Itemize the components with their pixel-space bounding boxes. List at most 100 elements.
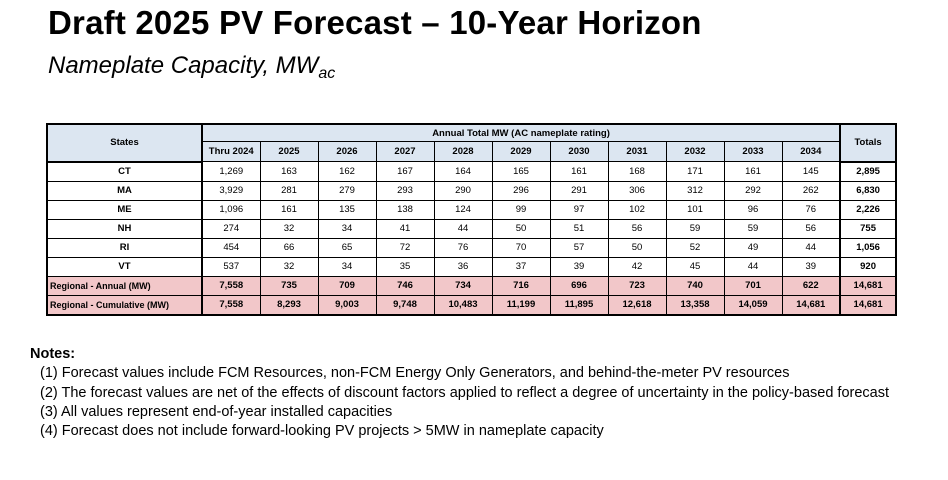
- notes-section: Notes: (1) Forecast values include FCM R…: [30, 345, 889, 441]
- pv-forecast-table: States Annual Total MW (AC nameplate rat…: [46, 123, 898, 316]
- value-cell: 161: [549, 161, 609, 182]
- value-cell: 124: [433, 199, 493, 220]
- states-header: States: [46, 123, 203, 163]
- row-label: VT: [46, 256, 203, 277]
- value-cell: 7,558: [201, 275, 261, 296]
- value-cell: 1,269: [201, 161, 261, 182]
- year-header: 2026: [317, 141, 377, 162]
- state-row: ME 1,096 161 135 138 124 99 97 102 101 96 76 2,226: [46, 199, 898, 220]
- value-cell: 291: [549, 180, 609, 201]
- value-cell: 740: [665, 275, 725, 296]
- value-cell: 52: [665, 237, 725, 258]
- value-cell: 11,199: [491, 294, 551, 316]
- value-cell: 35: [375, 256, 435, 277]
- value-cell: 32: [259, 218, 319, 239]
- subtitle-subscript: ac: [318, 65, 336, 82]
- annual-total-header: Annual Total MW (AC nameplate rating): [201, 123, 841, 142]
- value-cell: 164: [433, 161, 493, 182]
- value-cell: 34: [317, 256, 377, 277]
- year-header: 2032: [665, 141, 725, 162]
- value-cell: 293: [375, 180, 435, 201]
- value-cell: 57: [549, 237, 609, 258]
- subtitle-main: Nameplate Capacity, MW: [48, 52, 319, 79]
- value-cell: 34: [317, 218, 377, 239]
- value-cell: 138: [375, 199, 435, 220]
- value-cell: 32: [259, 256, 319, 277]
- value-cell: 51: [549, 218, 609, 239]
- note-item: (1) Forecast values include FCM Resource…: [40, 365, 790, 382]
- row-label: CT: [46, 161, 203, 182]
- value-cell: 161: [259, 199, 319, 220]
- value-cell: 281: [259, 180, 319, 201]
- year-header: 2034: [781, 141, 841, 162]
- note-item: (2) The forecast values are net of the e…: [40, 384, 890, 401]
- regional-cumulative-row: Regional - Cumulative (MW) 7,558 8,293 9,00…: [46, 294, 898, 316]
- value-cell: 135: [317, 199, 377, 220]
- value-cell: 290: [433, 180, 493, 201]
- value-cell: 165: [491, 161, 551, 182]
- value-cell: 622: [781, 275, 841, 296]
- value-cell: 11,895: [549, 294, 609, 316]
- value-cell: 9,748: [375, 294, 435, 316]
- value-cell: 44: [723, 256, 783, 277]
- value-cell: 50: [607, 237, 667, 258]
- value-cell: 734: [433, 275, 493, 296]
- value-cell: 99: [491, 199, 551, 220]
- value-cell: 274: [201, 218, 261, 239]
- value-cell: 56: [607, 218, 667, 239]
- year-header: 2025: [259, 141, 319, 162]
- year-header: 2029: [491, 141, 551, 162]
- value-cell: 44: [781, 237, 841, 258]
- value-cell: 13,358: [665, 294, 725, 316]
- value-cell: 262: [781, 180, 841, 201]
- total-cell: 14,681: [839, 294, 898, 316]
- value-cell: 9,003: [317, 294, 377, 316]
- year-header: 2030: [549, 141, 609, 162]
- value-cell: 161: [723, 161, 783, 182]
- value-cell: 701: [723, 275, 783, 296]
- value-cell: 168: [607, 161, 667, 182]
- row-label: MA: [46, 180, 203, 201]
- state-row: CT 1,269 163 162 167 164 165 161 168 171 161 145 2,8…: [46, 161, 898, 182]
- value-cell: 279: [317, 180, 377, 201]
- value-cell: 696: [549, 275, 609, 296]
- value-cell: 37: [491, 256, 551, 277]
- row-label: NH: [46, 218, 203, 239]
- row-label: Regional - Annual (MW): [46, 275, 203, 296]
- value-cell: 41: [375, 218, 435, 239]
- value-cell: 162: [317, 161, 377, 182]
- row-label: RI: [46, 237, 203, 258]
- value-cell: 10,483: [433, 294, 493, 316]
- total-cell: 755: [839, 218, 898, 239]
- value-cell: 101: [665, 199, 725, 220]
- value-cell: 72: [375, 237, 435, 258]
- value-cell: 723: [607, 275, 667, 296]
- value-cell: 12,618: [607, 294, 667, 316]
- value-cell: 746: [375, 275, 435, 296]
- total-cell: 2,226: [839, 199, 898, 220]
- page-title: Draft 2025 PV Forecast – 10-Year Horizon: [48, 4, 702, 41]
- value-cell: 49: [723, 237, 783, 258]
- total-cell: 920: [839, 256, 898, 277]
- total-cell: 1,056: [839, 237, 898, 258]
- value-cell: 59: [665, 218, 725, 239]
- value-cell: 171: [665, 161, 725, 182]
- value-cell: 8,293: [259, 294, 319, 316]
- value-cell: 537: [201, 256, 261, 277]
- value-cell: 65: [317, 237, 377, 258]
- value-cell: 42: [607, 256, 667, 277]
- value-cell: 3,929: [201, 180, 261, 201]
- page-subtitle: Nameplate Capacity, MWac: [48, 52, 335, 83]
- value-cell: 36: [433, 256, 493, 277]
- total-cell: 14,681: [839, 275, 898, 296]
- value-cell: 76: [433, 237, 493, 258]
- notes-title: Notes:: [30, 346, 76, 362]
- value-cell: 14,059: [723, 294, 783, 316]
- value-cell: 306: [607, 180, 667, 201]
- value-cell: 97: [549, 199, 609, 220]
- value-cell: 454: [201, 237, 261, 258]
- value-cell: 167: [375, 161, 435, 182]
- year-header: 2033: [723, 141, 783, 162]
- value-cell: 76: [781, 199, 841, 220]
- year-header: 2027: [375, 141, 435, 162]
